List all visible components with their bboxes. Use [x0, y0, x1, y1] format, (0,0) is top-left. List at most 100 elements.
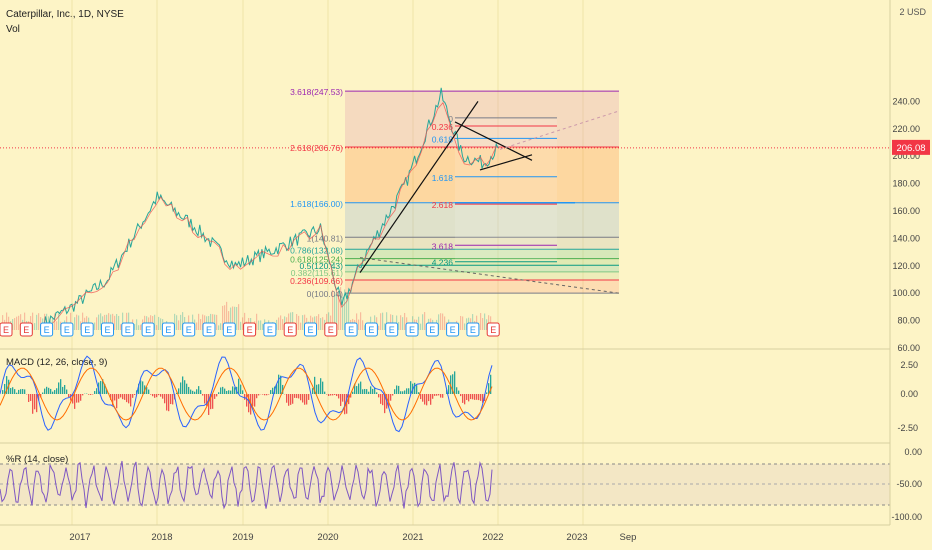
earnings-badge-label: E [186, 325, 192, 335]
earnings-badge [405, 322, 419, 337]
macd-histogram-bar [106, 389, 108, 394]
macd-histogram-bar [428, 394, 430, 402]
volume-bar [332, 290, 334, 330]
macd-histogram-bar [368, 391, 370, 394]
macd-histogram-bar [470, 394, 472, 400]
macd-histogram-bar [290, 394, 292, 405]
volume-bar [76, 314, 78, 330]
earnings-badge-label: E [470, 325, 476, 335]
macd-histogram-bar [332, 394, 334, 396]
macd-histogram-bar [146, 387, 148, 394]
macd-histogram-bar [316, 384, 318, 394]
macd-histogram-bar [214, 394, 216, 399]
macd-histogram-bar [30, 394, 32, 401]
earnings-badge [385, 322, 399, 337]
volume-bar [278, 317, 280, 330]
volume-bar [346, 293, 348, 330]
macd-histogram-bar [298, 394, 300, 399]
macd-histogram-bar [376, 392, 378, 394]
macd-histogram-bar [68, 394, 70, 398]
time-axis-label: Sep [620, 532, 637, 543]
time-axis-label: 2022 [482, 532, 503, 543]
earnings-badge-label: E [44, 325, 50, 335]
earnings-badge [0, 322, 13, 337]
macd-histogram-bar [70, 394, 72, 401]
macd-histogram-bar [180, 382, 182, 394]
price-tick: 200.00 [892, 151, 920, 161]
macd-histogram-bar [246, 394, 248, 407]
macd-histogram-bar [406, 388, 408, 394]
time-axis-label: 2021 [402, 532, 423, 543]
macd-histogram-bar [72, 394, 74, 404]
earnings-badge-label: E [84, 325, 90, 335]
macd-histogram-bar [206, 394, 208, 406]
macd-histogram-bar [268, 394, 270, 395]
currency-label: 2 USD [899, 7, 926, 17]
macd-histogram-bar [396, 385, 398, 394]
volume-bar [342, 296, 344, 330]
macd-histogram-bar [114, 394, 116, 401]
macd-histogram-bar [88, 394, 90, 395]
macd-histogram-bar [286, 394, 288, 403]
triangle-upper [454, 121, 533, 161]
volume-bar [120, 324, 122, 330]
macd-histogram-bar [294, 394, 296, 398]
volume-bar [114, 315, 116, 330]
volume-bar [340, 287, 342, 330]
macd-histogram-bar [482, 394, 484, 403]
macd-histogram-bar [278, 374, 280, 394]
volume-bar [192, 314, 194, 330]
macd-histogram-bar [234, 387, 236, 394]
volume-bar [484, 313, 486, 330]
small-fib-label: 4.236 [432, 258, 454, 268]
chart-title: Caterpillar, Inc., 1D, NYSE [6, 9, 124, 20]
macd-histogram-bar [256, 394, 258, 399]
macd-histogram-bar [228, 390, 230, 394]
volume-bar [262, 323, 264, 330]
macd-histogram-bar [456, 387, 458, 394]
earnings-badge [243, 322, 257, 337]
price-tick: 160.00 [892, 206, 920, 216]
small-fib-label: 0.236 [432, 122, 454, 132]
macd-histogram-bar [22, 389, 24, 394]
macd-histogram-bar [36, 394, 38, 413]
macd-histogram-bar [82, 394, 84, 396]
volume-bar [94, 322, 96, 330]
volume-bar [236, 307, 238, 330]
volume-bar [402, 317, 404, 330]
macd-histogram-bar [344, 394, 346, 415]
macd-histogram-bar [74, 394, 76, 409]
volume-bar [104, 314, 106, 330]
volume-bar [480, 313, 482, 330]
macd-histogram-bar [392, 394, 394, 396]
macd-histogram-bar [280, 375, 282, 394]
time-axis-label: 2017 [69, 532, 90, 543]
macd-histogram-bar [200, 390, 202, 394]
volume-bar [438, 314, 440, 330]
volume-bar [418, 316, 420, 330]
small-fib-label: 2.618 [432, 200, 454, 210]
macd-histogram-bar [210, 394, 212, 410]
macd-histogram-bar [312, 388, 314, 394]
volume-bar [226, 301, 228, 330]
earnings-badge-label: E [429, 325, 435, 335]
volume-bar [358, 319, 360, 330]
macd-histogram-bar [374, 387, 376, 394]
macd-histogram-bar [150, 394, 152, 395]
fib-level-label: 0.5(120.43) [300, 261, 344, 271]
macd-histogram-bar [410, 381, 412, 394]
macd-histogram-bar [342, 394, 344, 402]
macd-histogram-bar [78, 394, 80, 403]
wr-tick: -100.00 [891, 512, 922, 522]
volume-bar [24, 312, 26, 330]
macd-histogram-bar [148, 389, 150, 394]
earnings-badge-label: E [247, 325, 253, 335]
earnings-badge-label: E [389, 325, 395, 335]
macd-histogram-bar [296, 394, 298, 399]
macd-histogram-bar [138, 383, 140, 394]
macd-histogram-bar [196, 389, 198, 394]
volume-bar [138, 325, 140, 330]
small-fib-label: 3.618 [432, 241, 454, 251]
